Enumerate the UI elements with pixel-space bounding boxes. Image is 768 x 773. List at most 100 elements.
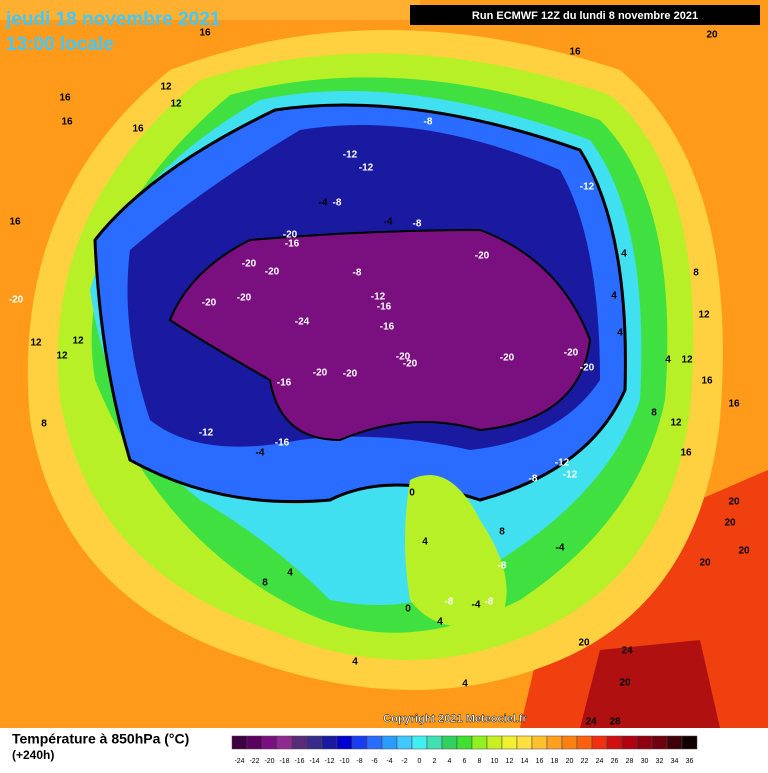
contour-label: -12: [563, 470, 578, 481]
contour-label: -8: [353, 268, 362, 279]
legend-swatch: [321, 735, 338, 750]
contour-label: 12: [681, 355, 693, 366]
legend-swatch: [471, 735, 488, 750]
legend-swatch: [426, 735, 443, 750]
legend-swatch: [486, 735, 503, 750]
contour-label: -8: [333, 198, 342, 209]
contour-label: -16: [275, 438, 290, 449]
contour-label: 16: [701, 376, 713, 387]
legend-tick-label: -12: [324, 758, 334, 765]
contour-label: -12: [199, 428, 214, 439]
contour-label: -20: [500, 353, 515, 364]
contour-label: -16: [285, 239, 300, 250]
map-time: 13:00 locale: [6, 34, 114, 55]
legend-swatch: [501, 735, 518, 750]
contour-label: 20: [699, 558, 711, 569]
contour-label: -12: [343, 150, 358, 161]
legend-swatch: [351, 735, 368, 750]
legend-swatch: [576, 735, 593, 750]
legend-tick-label: 34: [671, 758, 679, 765]
contour-label: 0: [409, 488, 415, 499]
legend-swatch: [336, 735, 353, 750]
contour-label: 12: [160, 82, 172, 93]
contour-label: -20: [580, 363, 595, 374]
legend-swatch: [621, 735, 638, 750]
contour-label: 12: [698, 310, 710, 321]
contour-label: -8: [445, 597, 454, 608]
contour-label: 8: [693, 268, 699, 279]
copyright: Copyright 2021 Meteociel.fr: [383, 713, 527, 725]
legend-swatch: [231, 735, 248, 750]
legend-tick-label: -10: [339, 758, 349, 765]
contour-label: 4: [665, 355, 671, 366]
contour-label: -4: [256, 448, 265, 459]
contour-label: 16: [728, 399, 740, 410]
contour-label: -8: [413, 219, 422, 230]
contour-label: -20: [475, 251, 490, 262]
contour-label: 4: [352, 657, 358, 668]
contour-label: -20: [237, 293, 252, 304]
contour-label: 12: [72, 336, 84, 347]
contour-label: 16: [199, 28, 211, 39]
contour-label: -20: [313, 368, 328, 379]
contour-label: -20: [403, 359, 418, 370]
contour-label: 16: [132, 124, 144, 135]
map-date: jeudi 18 novembre 2021: [5, 9, 221, 30]
legend-tick-label: 18: [551, 758, 559, 765]
legend-tick-label: 14: [521, 758, 529, 765]
warm-zone: [0, 0, 420, 20]
run-info: Run ECMWF 12Z du lundi 8 novembre 2021: [472, 10, 698, 22]
contour-label: 4: [462, 679, 468, 690]
contour-label: -8: [424, 117, 433, 128]
contour-label: 28: [609, 717, 621, 728]
contour-label: 8: [651, 408, 657, 419]
legend-tick-label: -2: [401, 758, 407, 765]
contour-label: -16: [277, 378, 292, 389]
legend-swatch: [411, 735, 428, 750]
contour-label: 20: [706, 30, 718, 41]
legend-tick-label: -8: [356, 758, 362, 765]
contour-label: 16: [569, 47, 581, 58]
legend-swatch: [381, 735, 398, 750]
legend-swatch: [651, 735, 668, 750]
contour-label: 16: [680, 448, 692, 459]
legend-tick-label: 24: [596, 758, 604, 765]
contour-label: 12: [30, 338, 42, 349]
contour-label: 24: [621, 646, 633, 657]
legend-swatch: [636, 735, 653, 750]
legend-swatch: [291, 735, 308, 750]
contour-label: 4: [422, 537, 428, 548]
contour-label: 24: [585, 717, 597, 728]
legend-swatch: [516, 735, 533, 750]
contour-label: -20: [242, 259, 257, 270]
contour-label: -20: [396, 352, 411, 363]
legend-tick-label: -20: [264, 758, 274, 765]
contour-label: -16: [380, 322, 395, 333]
legend-tick-label: -4: [386, 758, 392, 765]
legend-swatch: [606, 735, 623, 750]
contour-label: 12: [56, 351, 68, 362]
contour-label: -20: [283, 230, 298, 241]
contour-label: -16: [377, 302, 392, 313]
legend-tick-label: -14: [309, 758, 319, 765]
legend-tick-label: 10: [491, 758, 499, 765]
europe-mild: [405, 475, 507, 627]
contour-label: -8: [498, 561, 507, 572]
contour-label: -4: [319, 198, 328, 209]
legend-swatch: [246, 735, 263, 750]
legend-swatch: [591, 735, 608, 750]
contour-label: 16: [59, 93, 71, 104]
legend-tick-label: 32: [656, 758, 664, 765]
legend-tick-label: 30: [641, 758, 649, 765]
contour-label: -20: [9, 295, 24, 306]
legend-tick-label: 36: [686, 758, 694, 765]
contour-label: -12: [580, 182, 595, 193]
hot-core: [580, 640, 720, 728]
legend-swatch: [681, 735, 698, 750]
cold-core: [168, 228, 592, 442]
legend-tick-label: 6: [463, 758, 467, 765]
contour-label: 4: [437, 617, 443, 628]
legend-tick-label: 16: [536, 758, 544, 765]
contour-label: -12: [359, 163, 374, 174]
